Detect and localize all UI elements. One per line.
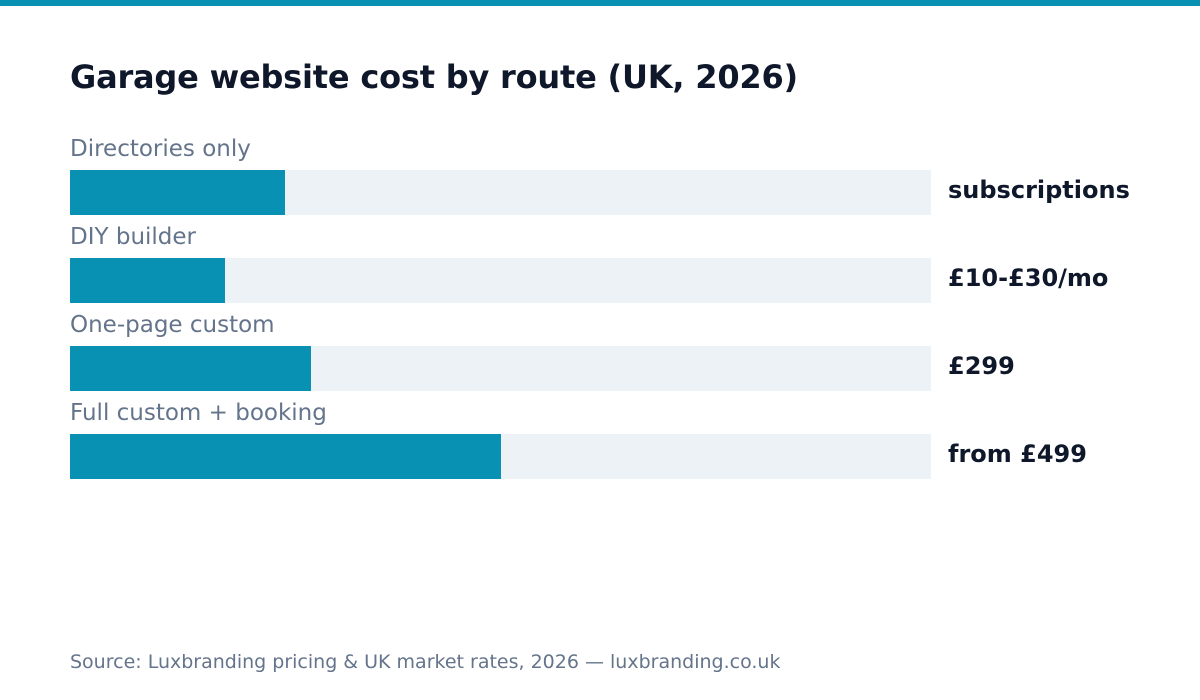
bar-track [70,170,931,215]
value-label: £299 [948,352,1015,380]
value-label: subscriptions [948,176,1130,204]
category-label: DIY builder [70,224,197,250]
bar-one-page-custom [70,346,312,391]
bar-row-one-page: One-page custom £299 [70,310,1170,398]
category-label: One-page custom [70,312,275,338]
bar-track [70,346,931,391]
bar-chart: Directories only subscriptions DIY build… [70,134,1170,486]
category-label: Directories only [70,136,251,162]
bar-row-directories: Directories only subscriptions [70,134,1170,222]
bar-full-custom-booking [70,434,501,479]
bar-track [70,434,931,479]
value-label: £10-£30/mo [948,264,1109,292]
bar-row-diy: DIY builder £10-£30/mo [70,222,1170,310]
chart-title: Garage website cost by route (UK, 2026) [70,58,798,96]
category-label: Full custom + booking [70,400,327,426]
bar-directories-only [70,170,286,215]
top-accent-rule [0,0,1200,6]
bar-diy-builder [70,258,225,303]
bar-track [70,258,931,303]
source-note: Source: Luxbranding pricing & UK market … [70,651,781,673]
value-label: from £499 [948,440,1087,468]
bar-row-full-custom: Full custom + booking from £499 [70,398,1170,486]
